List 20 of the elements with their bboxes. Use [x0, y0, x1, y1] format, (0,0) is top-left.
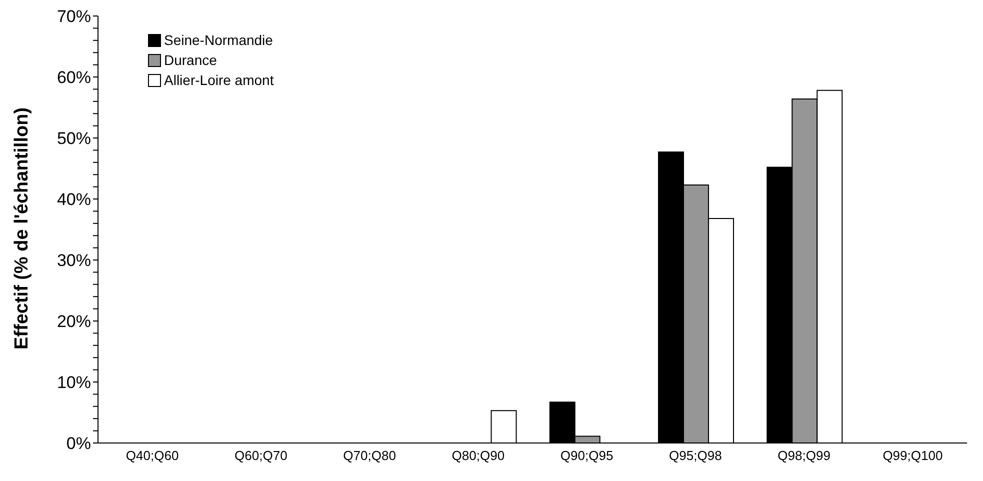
y-tick-label: 50% — [56, 129, 91, 148]
legend-label: Allier-Loire amont — [164, 72, 274, 88]
y-tick-label: 60% — [56, 68, 91, 88]
y-tick-label: 10% — [56, 373, 91, 392]
y-tick-label: 20% — [56, 312, 91, 332]
x-tick-label: Q80;Q90 — [452, 448, 505, 464]
x-tick-label: Q40;Q60 — [126, 448, 179, 464]
x-tick-label: Q90;Q95 — [560, 448, 614, 464]
y-axis-title: Effectif (% de l'échantillon) — [12, 107, 33, 350]
legend-label: Durance — [164, 52, 217, 68]
y-tick-label: 30% — [56, 251, 91, 270]
legend-label: Seine-Normandie — [164, 32, 273, 48]
x-tick-label: Q60;Q70 — [234, 448, 288, 464]
x-tick-label: Q99;Q100 — [882, 448, 943, 464]
y-tick-label: 0% — [66, 434, 91, 454]
x-tick-label: Q98;Q99 — [778, 448, 830, 464]
x-tick-label: Q70;Q80 — [343, 448, 396, 464]
x-tick-label: Q95;Q98 — [669, 448, 722, 464]
y-tick-label: 40% — [56, 190, 91, 210]
y-tick-label: 70% — [56, 7, 91, 26]
